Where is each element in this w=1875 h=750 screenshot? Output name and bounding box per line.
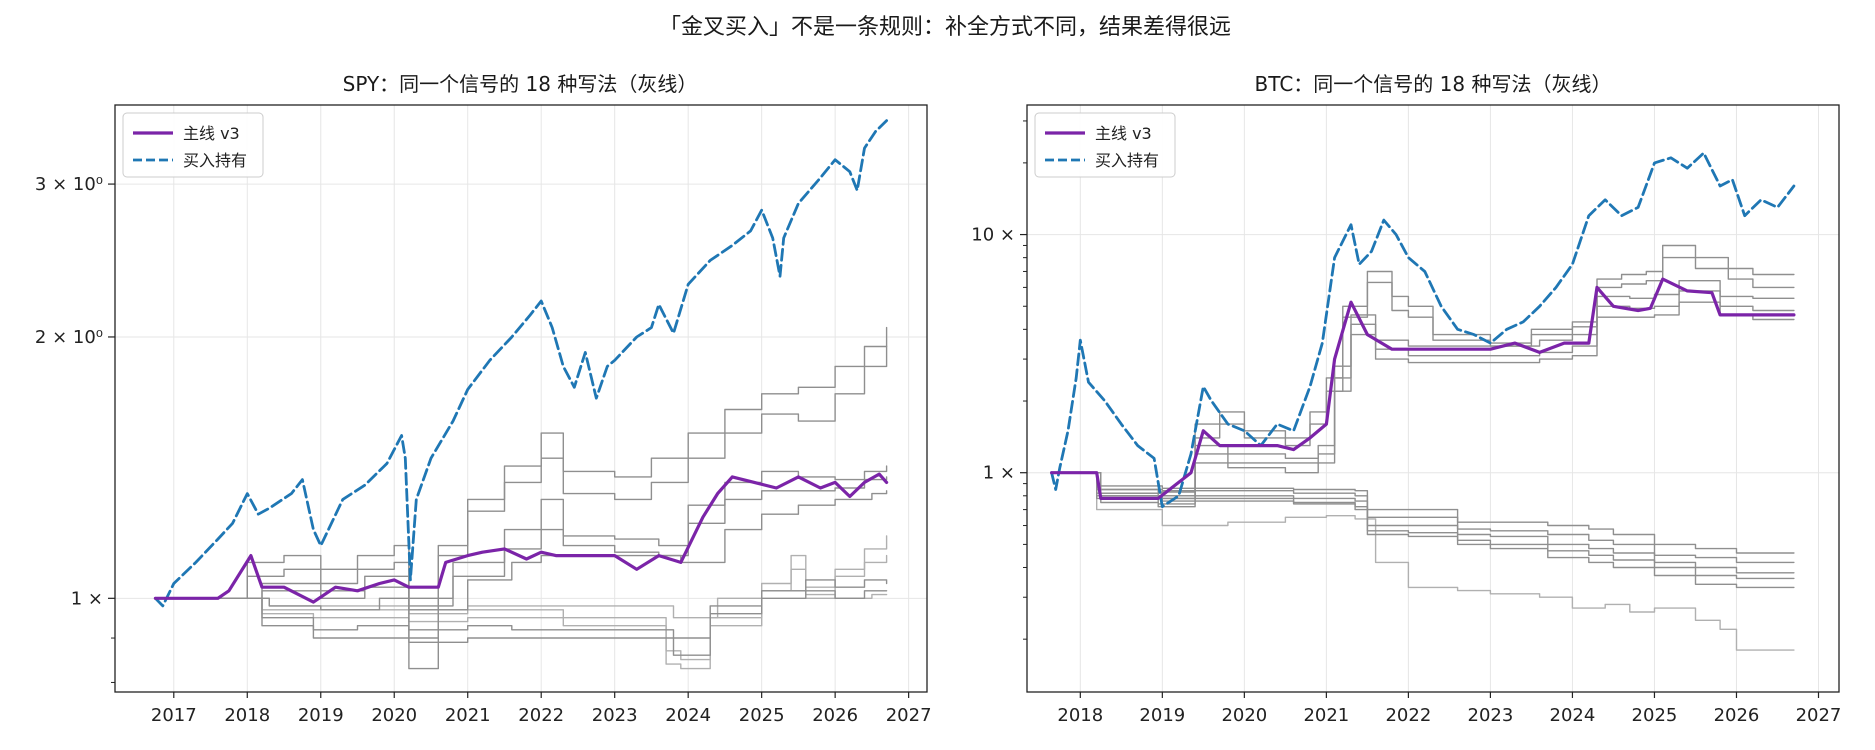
btc-x-tick-label: 2020 bbox=[1221, 705, 1267, 726]
spy-y-tick-label: 2 × 10⁰ bbox=[35, 327, 103, 348]
spy-x-tick-label: 2022 bbox=[518, 705, 564, 726]
btc-series-variant bbox=[1050, 472, 1795, 564]
spy-series-variant bbox=[154, 490, 888, 611]
spy-y-tick-label: 3 × 10⁰ bbox=[35, 174, 103, 195]
btc-grid bbox=[1027, 105, 1839, 692]
spy-series-variant bbox=[154, 465, 888, 599]
btc-series-variant bbox=[1050, 244, 1795, 493]
btc-legend-box bbox=[1034, 112, 1176, 178]
spy-series-variant bbox=[154, 535, 888, 670]
btc-chart-title: BTC：同一个信号的 18 种写法（灰线） bbox=[1255, 72, 1612, 96]
btc-axes-frame bbox=[1026, 104, 1840, 693]
spy-legend-box bbox=[122, 112, 264, 178]
btc-series-variant bbox=[1050, 472, 1795, 574]
spy-x-tick-label: 2021 bbox=[445, 705, 491, 726]
spy-legend: 主线 v3 买入持有 bbox=[122, 112, 264, 178]
btc-x-tick-label: 2023 bbox=[1468, 705, 1514, 726]
spy-series-variant bbox=[154, 476, 888, 607]
btc-series-buy-and-hold bbox=[1050, 151, 1796, 509]
spy-axes-frame bbox=[114, 104, 928, 693]
btc-x-tick-label: 2019 bbox=[1139, 705, 1185, 726]
spy-x-tick-label: 2017 bbox=[151, 705, 197, 726]
btc-x-tick-label: 2027 bbox=[1796, 705, 1842, 726]
btc-series-variant bbox=[1050, 301, 1795, 508]
btc-series-variant bbox=[1050, 280, 1795, 500]
spy-series-variant bbox=[154, 326, 888, 670]
btc-series-variant bbox=[1050, 290, 1795, 505]
spy-chart-title: SPY：同一个信号的 18 种写法（灰线） bbox=[343, 72, 698, 96]
spy-grid bbox=[115, 105, 927, 692]
btc-chart-panel: BTC：同一个信号的 18 种写法（灰线） 2018 2019 2020 2021 20… bbox=[971, 72, 1841, 726]
btc-x-tick-label: 2021 bbox=[1303, 705, 1349, 726]
spy-series-variant bbox=[154, 554, 888, 661]
spy-legend-label: 主线 v3 bbox=[183, 124, 240, 143]
spy-x-tick-label: 2018 bbox=[224, 705, 270, 726]
btc-x-tick-label: 2026 bbox=[1714, 705, 1760, 726]
btc-legend: 主线 v3 买入持有 bbox=[1034, 112, 1176, 178]
spy-series-buy-and-hold bbox=[154, 119, 888, 608]
btc-series-variant bbox=[1050, 256, 1795, 497]
spy-legend-label: 买入持有 bbox=[183, 151, 247, 170]
spy-x-tick-label: 2020 bbox=[371, 705, 417, 726]
spy-x-tick-label: 2023 bbox=[592, 705, 638, 726]
figure-suptitle: 「金叉买入」不是一条规则：补全方式不同，结果差得很远 bbox=[659, 15, 1231, 40]
spy-series-group bbox=[153, 119, 889, 670]
btc-series-group bbox=[1050, 151, 1796, 651]
btc-legend-label: 主线 v3 bbox=[1095, 124, 1152, 143]
spy-x-tick-label: 2019 bbox=[298, 705, 344, 726]
spy-x-tick-label: 2025 bbox=[739, 705, 785, 726]
btc-x-tick-label: 2018 bbox=[1057, 705, 1103, 726]
btc-series-variant bbox=[1050, 472, 1795, 589]
spy-x-tick-label: 2027 bbox=[886, 705, 932, 726]
btc-y-tick-label: 10 × bbox=[971, 225, 1015, 246]
spy-series-variant bbox=[154, 345, 888, 639]
spy-x-tick-label: 2026 bbox=[812, 705, 858, 726]
spy-chart-panel: SPY：同一个信号的 18 种写法（灰线） 2017 2018 2019 2020 20… bbox=[35, 72, 932, 726]
spy-x-tick-label: 2024 bbox=[665, 705, 711, 726]
btc-series-main-v3 bbox=[1050, 277, 1796, 500]
btc-x-tick-label: 2022 bbox=[1385, 705, 1431, 726]
spy-series-main-v3 bbox=[153, 472, 889, 604]
btc-series-variant bbox=[1050, 472, 1795, 651]
btc-legend-label: 买入持有 bbox=[1095, 151, 1159, 170]
btc-x-tick-label: 2025 bbox=[1632, 705, 1678, 726]
btc-x-tick-label: 2024 bbox=[1550, 705, 1596, 726]
spy-y-tick-label: 1 × bbox=[71, 588, 103, 609]
spy-series-variant bbox=[154, 590, 888, 656]
btc-y-tick-label: 1 × bbox=[983, 463, 1015, 484]
